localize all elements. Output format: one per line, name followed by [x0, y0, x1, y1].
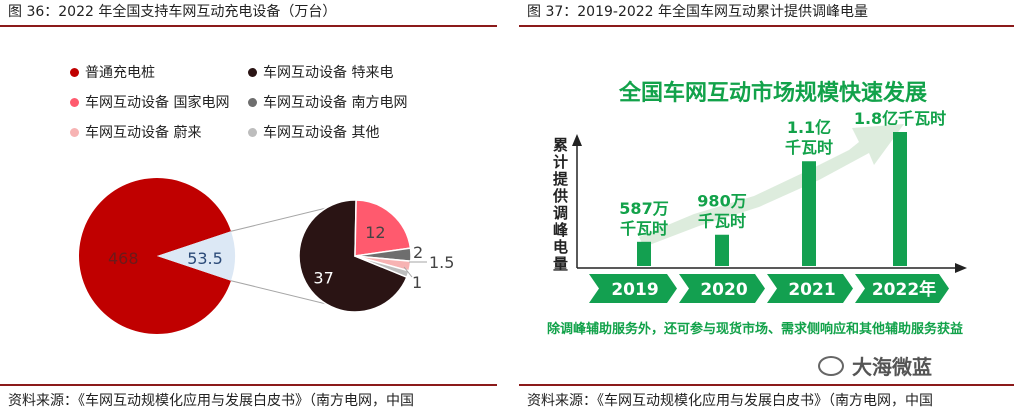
- legend-swatch: [70, 97, 79, 107]
- label-other-value: 1: [412, 273, 422, 292]
- chart-headline: 全国车网互动市场规模快速发展: [618, 80, 927, 106]
- figure-36-title: 图 36：2022 年全国支持车网互动充电设备（万台）: [0, 0, 497, 27]
- bar-value-label-2019: 587万: [619, 199, 668, 218]
- legend-label: 车网互动设备 蔚来: [85, 125, 202, 141]
- legend-item-teld: 车网互动设备 特来电: [248, 62, 393, 82]
- growth-arrow-band: [639, 124, 904, 247]
- x-axis-arrow: [955, 263, 967, 273]
- bar-2020: [715, 234, 729, 266]
- left-figure-panel: 图 36：2022 年全国支持车网互动充电设备（万台） 普通充电桩 车网互动设备…: [0, 0, 497, 416]
- label-teld-value: 37: [313, 268, 333, 287]
- breakdown-slice-teld: [298, 199, 408, 313]
- legend-item-nio: 车网互动设备 蔚来: [70, 122, 201, 142]
- category-chevron: [767, 274, 853, 303]
- leader-line-other: [403, 266, 413, 278]
- pie-slice-ordinary: [79, 178, 231, 334]
- label-csg-value: 2: [413, 243, 423, 262]
- x-tick-label: 2022年: [872, 279, 936, 300]
- bar-chart: 全国车网互动市场规模快速发展累计提供调峰电量587万千瓦时980万千瓦时1.1亿…: [547, 80, 967, 337]
- bar-2021: [802, 161, 816, 266]
- breakdown-slice-other: [354, 255, 410, 279]
- legend-swatch: [248, 67, 257, 77]
- legend-item-ordinary: 普通充电桩: [70, 62, 155, 82]
- category-chevron: [589, 274, 677, 303]
- bar-value-label-2020: 千瓦时: [698, 212, 746, 231]
- pie-of-pie-chart: 468 53.5 37 12 2 1.5 1: [79, 178, 454, 334]
- bar-2019: [637, 241, 651, 266]
- category-chevron: [679, 274, 765, 303]
- chart-footnote: 除调峰辅助服务外，还可参与现货市场、需求侧响应和其他辅助服务获益: [547, 321, 963, 337]
- right-figure-panel: 图 37：2019-2022 年全国车网互动累计提供调峰电量 全国车网互动市场规…: [519, 0, 1014, 416]
- legend-label: 车网互动设备 其他: [263, 125, 380, 141]
- y-axis-arrow: [572, 134, 582, 146]
- bar-value-label-2021: 千瓦时: [785, 138, 833, 157]
- figure-36-source: 资料来源：《车网互动规模化应用与发展白皮书》（南方电网，中国: [0, 384, 497, 416]
- legend-label: 车网互动设备 国家电网: [85, 95, 230, 111]
- wechat-icon: [818, 355, 844, 376]
- figure-37-title: 图 37：2019-2022 年全国车网互动累计提供调峰电量: [519, 0, 1014, 27]
- watermark-text: 大海微蓝: [852, 355, 932, 379]
- x-tick-label: 2021: [788, 280, 835, 300]
- pie-slice-v2g: [157, 231, 235, 281]
- x-tick-label: 2019: [611, 280, 658, 300]
- label-ordinary-value: 468: [108, 249, 139, 268]
- legend-label: 车网互动设备 特来电: [263, 65, 394, 81]
- legend-swatch: [70, 67, 79, 77]
- wechat-watermark: 大海微蓝: [818, 351, 932, 380]
- legend-swatch: [70, 127, 79, 137]
- label-nio-value: 1.5: [429, 253, 454, 272]
- y-axis-label: 累计提供调峰电量: [552, 136, 569, 273]
- x-tick-label: 2020: [700, 280, 747, 300]
- label-v2g-value: 53.5: [187, 249, 223, 268]
- category-chevron: [855, 274, 949, 303]
- label-sgcc-value: 12: [365, 223, 385, 242]
- legend-item-other: 车网互动设备 其他: [248, 122, 379, 142]
- legend-label: 普通充电桩: [85, 65, 155, 81]
- bar-value-label-2021: 1.1亿: [787, 118, 831, 137]
- bar-2022年: [893, 132, 907, 266]
- bar-value-label-2022: 1.8亿千瓦时: [854, 109, 946, 128]
- legend-item-sgcc: 车网互动设备 国家电网: [70, 92, 229, 112]
- legend-item-csg: 车网互动设备 南方电网: [248, 92, 407, 112]
- figure-37-source: 资料来源：《车网互动规模化应用与发展白皮书》（南方电网，中国: [519, 384, 1014, 416]
- legend-label: 车网互动设备 南方电网: [263, 95, 408, 111]
- breakdown-slice-sgcc: [354, 199, 412, 257]
- bar-value-label-2019: 千瓦时: [620, 219, 668, 238]
- legend-swatch: [248, 97, 257, 107]
- legend-swatch: [248, 127, 257, 137]
- bar-value-label-2020: 980万: [697, 192, 746, 211]
